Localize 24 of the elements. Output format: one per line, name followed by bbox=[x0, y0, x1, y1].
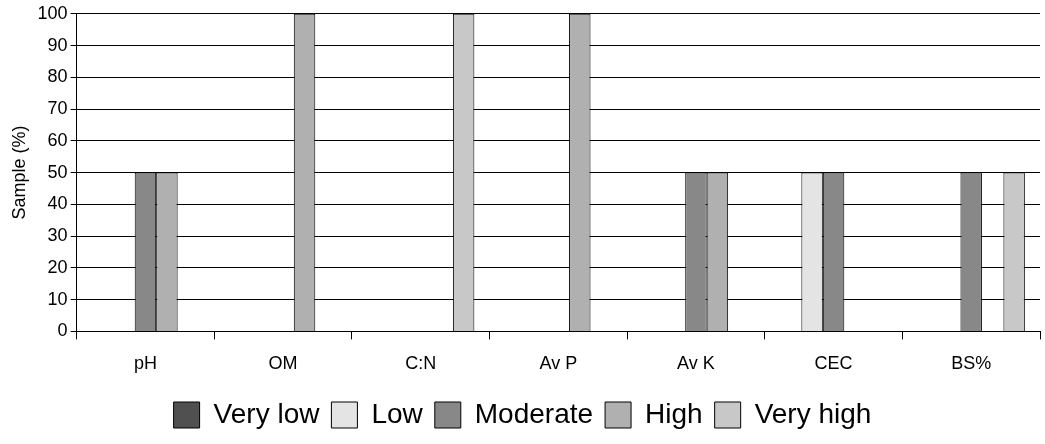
legend-label: Very low bbox=[213, 397, 321, 429]
x-tick-label: C:N bbox=[405, 353, 437, 374]
y-tick-label: 20 bbox=[47, 256, 68, 277]
legend-label: Moderate bbox=[474, 397, 594, 429]
x-tick-label: CEC bbox=[814, 353, 853, 374]
y-tick-label: 80 bbox=[47, 66, 68, 87]
x-tick-label: Av K bbox=[677, 353, 715, 374]
y-tick-label: 30 bbox=[47, 225, 68, 246]
y-tick-label: 10 bbox=[47, 288, 68, 309]
y-tick-label: 60 bbox=[47, 129, 68, 150]
legend-label: Very high bbox=[754, 397, 872, 429]
x-tick-label: OM bbox=[268, 353, 298, 374]
x-tick-label: BS% bbox=[951, 353, 992, 374]
y-tick-label: 70 bbox=[47, 98, 68, 119]
y-tick-label: 0 bbox=[57, 320, 68, 341]
y-tick-label: 100 bbox=[37, 2, 68, 23]
y-tick-label: 90 bbox=[47, 34, 68, 55]
x-tick-label: Av P bbox=[539, 353, 578, 374]
legend-label: Low bbox=[371, 397, 424, 429]
y-tick-label: 50 bbox=[47, 161, 68, 182]
legend-label: High bbox=[645, 397, 703, 429]
y-axis-title: Sample (%) bbox=[8, 125, 29, 220]
x-tick-label: pH bbox=[133, 353, 157, 374]
y-tick-label: 40 bbox=[47, 193, 68, 214]
